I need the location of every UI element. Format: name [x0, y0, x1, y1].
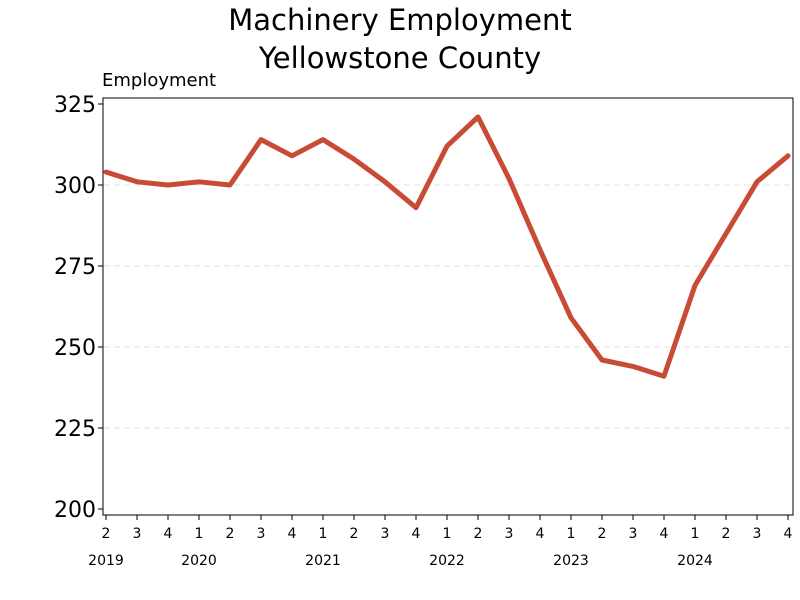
- x-tick-label: 1: [443, 526, 452, 542]
- y-tick-label: 250: [54, 336, 96, 361]
- x-tick-label: 4: [164, 526, 173, 542]
- x-tick-label: 4: [536, 526, 545, 542]
- x-year-label: 2021: [305, 553, 341, 569]
- x-tick-label: 1: [195, 526, 204, 542]
- chart-title-line-2: Yellowstone County: [258, 41, 541, 75]
- x-tick-label: 2: [102, 526, 111, 542]
- x-tick-label: 2: [474, 526, 483, 542]
- x-tick-label: 1: [567, 526, 576, 542]
- x-tick-label: 3: [381, 526, 390, 542]
- x-tick-label: 1: [691, 526, 700, 542]
- x-tick-label: 3: [133, 526, 142, 542]
- y-tick-label: 325: [54, 93, 96, 118]
- x-tick-label: 4: [660, 526, 669, 542]
- x-tick-label: 2: [226, 526, 235, 542]
- x-year-label: 2022: [429, 553, 465, 569]
- series-line: [103, 114, 791, 379]
- x-tick-label: 2: [350, 526, 359, 542]
- x-tick-label: 2: [722, 526, 731, 542]
- series-group: [103, 114, 791, 379]
- y-tick-label: 225: [54, 417, 96, 442]
- x-year-label: 2024: [677, 553, 713, 569]
- plot-frame: [102, 97, 794, 516]
- y-tick-label: 300: [54, 174, 96, 199]
- chart-title-line-1: Machinery Employment: [228, 3, 571, 37]
- x-tick-label: 3: [505, 526, 514, 542]
- x-tick-label: 3: [753, 526, 762, 542]
- x-tick-label: 3: [257, 526, 266, 542]
- y-tick-label: 200: [54, 498, 96, 523]
- x-tick-label: 1: [319, 526, 328, 542]
- y-axis-label: Employment: [102, 70, 216, 91]
- x-year-label: 2020: [181, 553, 217, 569]
- x-year-label: 2023: [553, 553, 589, 569]
- x-year-label: 2019: [88, 553, 124, 569]
- x-tick-label: 4: [288, 526, 297, 542]
- x-tick-label: 4: [412, 526, 421, 542]
- x-tick-label: 2: [598, 526, 607, 542]
- x-axis: 2 3 4 1 2 3 4 1 2 3 4 1 2 3 4 1 2 3 4 1 2 3 4 2019 2020 2021 2022 2…: [88, 515, 793, 569]
- x-tick-label: 3: [629, 526, 638, 542]
- y-tick-label: 275: [54, 255, 96, 280]
- x-tick-label: 4: [784, 526, 793, 542]
- y-axis: 200 225 250 275 300 325: [54, 93, 103, 523]
